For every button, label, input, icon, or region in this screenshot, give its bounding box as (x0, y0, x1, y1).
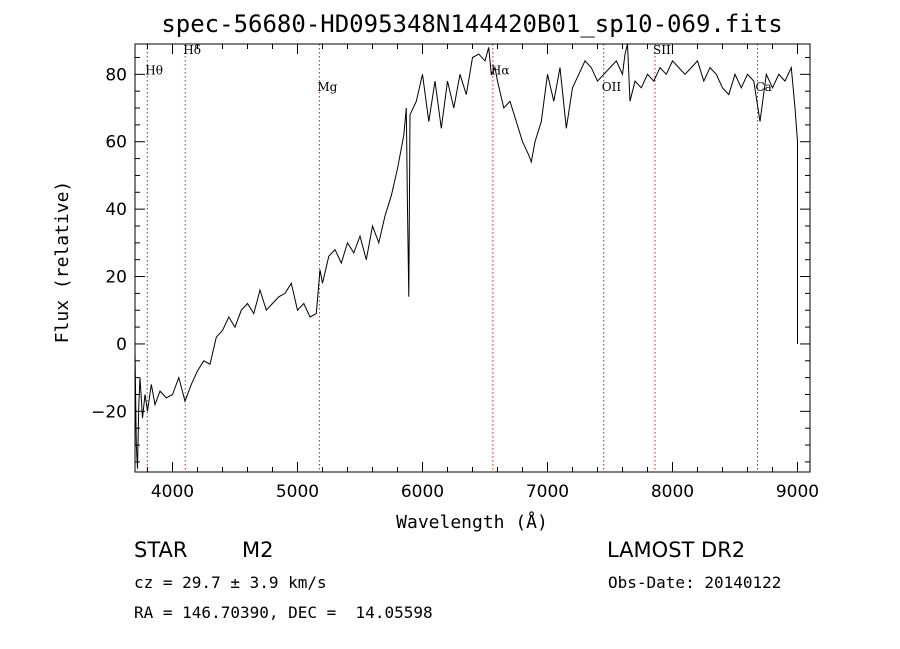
x-tick-label: 4000 (151, 482, 194, 502)
y-tick-label: 0 (116, 335, 127, 355)
y-tick-label: 20 (105, 268, 127, 288)
spectral-line-label: Mg (317, 80, 337, 94)
spectral-line-label: Hθ (145, 63, 163, 77)
y-tick-label: 40 (105, 200, 127, 220)
x-tick-label: 7000 (526, 482, 569, 502)
x-tick-label: 5000 (276, 482, 319, 502)
x-tick-label: 6000 (401, 482, 444, 502)
axis-ticks: 4000 5000 6000 7000 8000 9000 −20 0 20 40 60 80 (91, 44, 819, 502)
coordinates-text: RA = 146.70390, DEC = 14.05598 (134, 603, 433, 622)
spectral-line-markers: Hθ Hδ Mg Hα OII SII Ca (145, 43, 772, 472)
y-tick-label: 60 (105, 133, 127, 153)
obs-date-text: Obs-Date: 20140122 (608, 573, 782, 592)
redshift-text: cz = 29.7 ± 3.9 km/s (134, 573, 327, 592)
spectral-line-label: Hδ (183, 43, 201, 57)
spectral-line-label: OII (602, 80, 622, 94)
x-tick-label: 8000 (651, 482, 694, 502)
spectral-line-label: SII (653, 43, 671, 57)
object-subclass: M2 (242, 538, 274, 562)
spectral-line-label: Hα (491, 63, 510, 77)
y-axis-label: Flux (relative) (52, 181, 73, 344)
y-tick-label: 80 (105, 65, 127, 85)
x-axis-label: Wavelength (Å) (396, 511, 548, 533)
plot-border (134, 43, 811, 473)
spectral-line-label: Ca (756, 80, 772, 94)
object-class: STAR (134, 538, 188, 562)
survey-name: LAMOST DR2 (607, 538, 746, 562)
x-tick-label: 9000 (776, 482, 819, 502)
chart-title: spec-56680-HD095348N144420B01_sp10-069.f… (161, 10, 782, 38)
plot-frame (134, 43, 811, 473)
spectrum-line (134, 43, 798, 469)
y-tick-label: −20 (91, 402, 127, 422)
